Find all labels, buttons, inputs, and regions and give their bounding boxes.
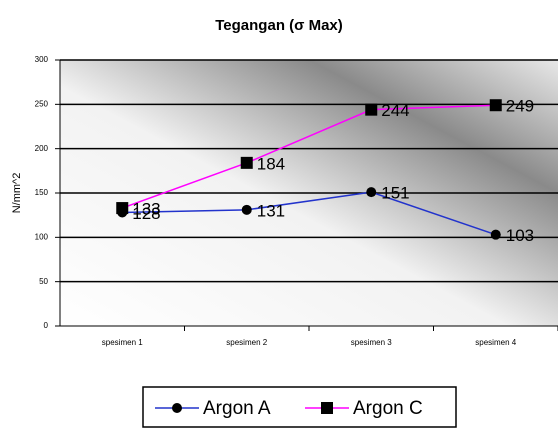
y-axis-label: N/mm^2 <box>11 173 23 214</box>
x-tick-label: spesimen 3 <box>351 338 392 347</box>
y-tick-label: 100 <box>35 232 49 241</box>
x-tick-label: spesimen 4 <box>475 338 516 347</box>
marker <box>365 103 378 116</box>
y-tick-label: 150 <box>35 188 49 197</box>
marker <box>490 229 501 240</box>
y-tick-label: 50 <box>39 277 48 286</box>
data-label: 184 <box>257 154 285 173</box>
marker <box>240 156 253 169</box>
marker <box>366 187 377 198</box>
legend <box>142 386 457 428</box>
data-label: 151 <box>381 184 409 203</box>
data-label: 244 <box>381 101 409 120</box>
x-tick-label: spesimen 2 <box>226 338 267 347</box>
legend-label: Argon C <box>353 398 423 419</box>
data-label: 249 <box>506 97 534 116</box>
marker <box>489 99 502 112</box>
series-line <box>122 191 496 236</box>
marker <box>172 403 182 413</box>
marker <box>116 202 129 215</box>
series-line <box>121 104 496 209</box>
data-label: 103 <box>506 226 534 245</box>
data-label: 128 <box>132 204 160 223</box>
marker <box>321 402 333 414</box>
y-tick-label: 0 <box>44 321 49 330</box>
legend-label: Argon A <box>203 398 271 419</box>
y-tick-label: 250 <box>35 99 49 108</box>
marker <box>241 204 252 215</box>
x-tick-label: spesimen 1 <box>102 338 143 347</box>
data-label: 133 <box>132 200 160 219</box>
data-label: 131 <box>257 201 285 220</box>
y-tick-label: 300 <box>35 55 49 64</box>
chart-title: Tegangan (σ Max) <box>215 17 343 34</box>
y-tick-label: 200 <box>35 144 49 153</box>
